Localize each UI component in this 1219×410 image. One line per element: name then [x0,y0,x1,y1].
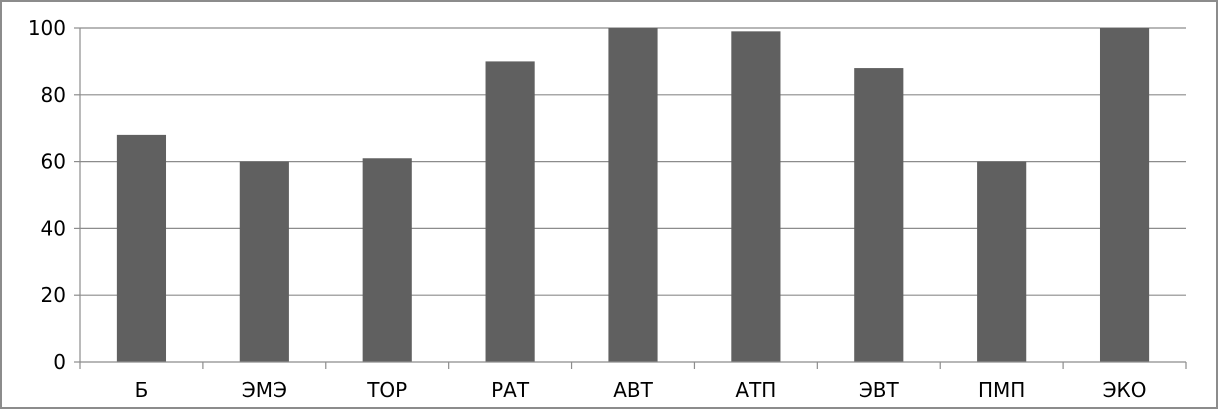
x-tick-label: ПМП [978,378,1025,402]
bar-6 [731,31,781,363]
x-tick-label: Б [135,378,149,402]
bar-7 [854,68,904,362]
y-tick-label: 80 [41,83,66,107]
bar-8 [977,161,1027,362]
bar-9 [1099,28,1150,362]
bar-5 [608,28,658,362]
y-tick-label: 60 [41,150,66,174]
y-tick-label: 100 [28,16,66,40]
y-tick-label: 20 [41,283,66,307]
x-tick-label: ТОР [366,378,407,402]
x-tick-label: АВТ [613,378,653,402]
y-tick-label: 40 [41,216,66,240]
x-tick-label: АТП [735,378,776,402]
x-tick-label: РАТ [491,378,530,402]
x-tick-label: ЭВТ [859,378,900,402]
x-tick-labels: Б ЭМЭ ТОР РАТ АВТ АТП ЭВТ ПМП ЭКО [135,378,1147,402]
x-tick-label: ЭМЭ [242,378,287,402]
bar-4 [485,61,535,363]
y-tick-label: 0 [53,350,66,374]
y-tick-labels: 0 20 40 60 80 100 [28,16,66,374]
axes [74,27,1187,369]
bar-1 [116,134,167,362]
bar-2 [239,161,289,362]
bar-3 [362,158,412,362]
bars [116,28,1150,363]
x-tick-label: ЭКО [1103,378,1147,402]
